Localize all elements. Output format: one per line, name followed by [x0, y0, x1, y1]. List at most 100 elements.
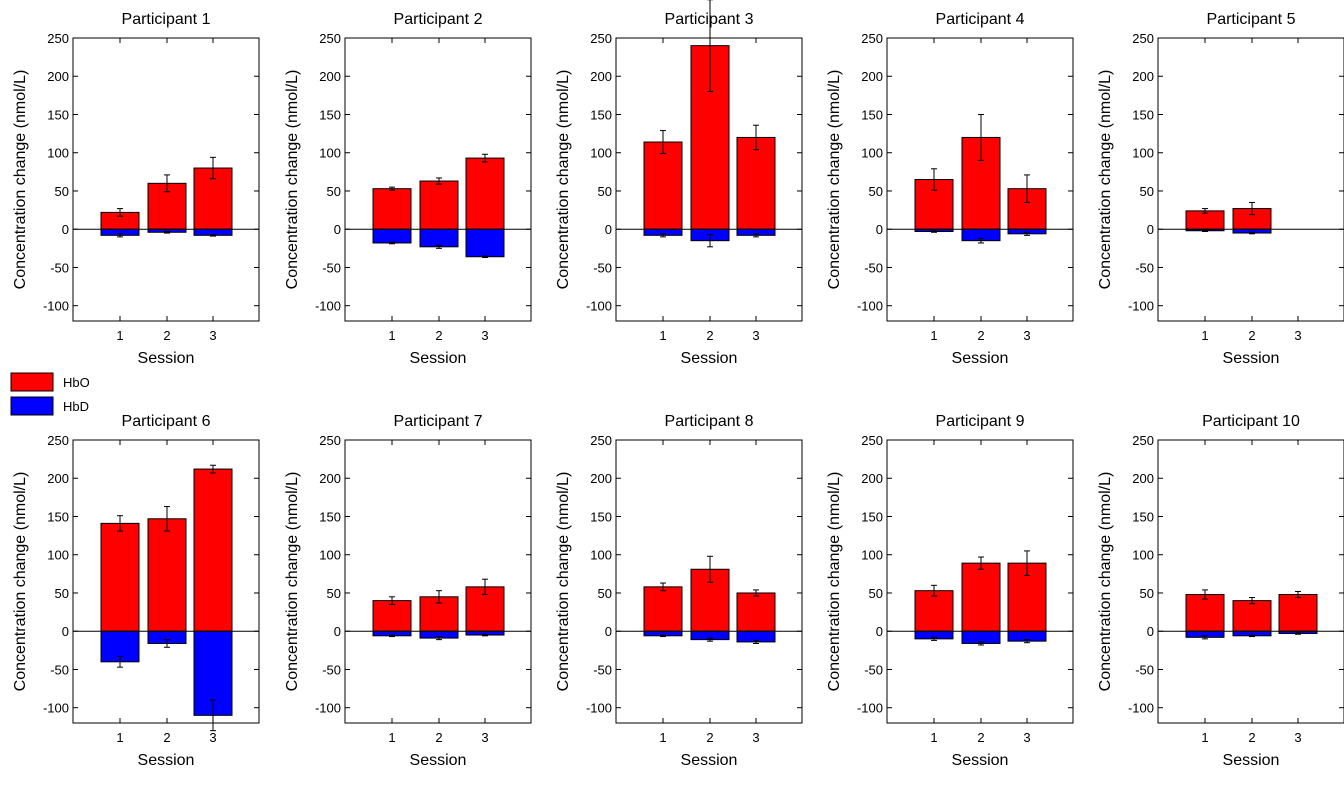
y-tick-label: 250 [861, 31, 883, 46]
x-tick-label: 3 [1294, 730, 1301, 745]
y-tick-label: -50 [322, 260, 341, 275]
y-tick-label: 100 [861, 548, 883, 563]
bar-hbo [1278, 594, 1318, 632]
x-tick-label: 3 [1023, 328, 1030, 343]
bar-hbo [914, 590, 954, 632]
y-tick-label: -50 [593, 260, 612, 275]
y-tick-label: 250 [319, 31, 341, 46]
y-tick-label: 250 [47, 31, 69, 46]
x-tick-label: 1 [388, 730, 395, 745]
x-tick-label: 3 [752, 730, 759, 745]
x-axis-label: Session [681, 752, 738, 769]
panel-participant-7: Participant 7 -100 -50 0 50 100 150 200 250 Conce… [284, 413, 532, 769]
y-tick-label: 0 [62, 222, 69, 237]
bar-hbo [736, 592, 776, 632]
bar-hbo [961, 562, 1001, 632]
y-tick-label: 50 [1140, 184, 1154, 199]
panel-title: Participant 1 [122, 11, 211, 28]
bar-hbo [643, 141, 683, 230]
x-tick-label: 1 [1201, 328, 1208, 343]
y-tick-label: 250 [1132, 31, 1154, 46]
panel-title: Participant 3 [665, 11, 754, 28]
bar-hbo [372, 188, 412, 230]
panel-participant-4: Participant 4 -100 -50 0 50 100 150 200 250 Conce… [826, 11, 1074, 367]
bar-hbo [1232, 600, 1272, 632]
x-tick-label: 2 [1248, 730, 1255, 745]
y-axis-label: Concentration change (nmol/L) [555, 472, 572, 692]
panel-participant-5: Participant 5 -100 -50 0 50 100 150 200 250 Conce… [1097, 11, 1344, 367]
y-tick-label: -100 [586, 701, 612, 716]
y-tick-label: -50 [1135, 662, 1154, 677]
x-tick-label: 3 [1023, 730, 1030, 745]
x-tick-label: 3 [1294, 328, 1301, 343]
y-tick-label: 50 [55, 184, 69, 199]
y-tick-label: 50 [598, 586, 612, 601]
panel-title: Participant 8 [665, 413, 754, 430]
x-tick-label: 2 [977, 328, 984, 343]
panel-participant-1: Participant 1 -100 -50 0 50 100 150 200 250 Conce… [12, 11, 260, 367]
y-tick-label: 200 [319, 471, 341, 486]
bar-hbo [736, 136, 776, 230]
y-tick-label: 150 [319, 509, 341, 524]
x-tick-label: 2 [163, 730, 170, 745]
x-axis-label: Session [138, 350, 195, 367]
x-axis-label: Session [681, 350, 738, 367]
y-tick-label: 150 [47, 509, 69, 524]
x-axis-label: Session [138, 752, 195, 769]
y-tick-label: 0 [1147, 624, 1154, 639]
panel-title: Participant 10 [1202, 413, 1300, 430]
y-axis-label: Concentration change (nmol/L) [1097, 472, 1114, 692]
y-tick-label: 250 [861, 433, 883, 448]
panel-title: Participant 5 [1207, 11, 1296, 28]
x-tick-label: 1 [1201, 730, 1208, 745]
y-tick-label: 200 [861, 69, 883, 84]
panel-title: Participant 7 [394, 413, 483, 430]
y-tick-label: 150 [590, 107, 612, 122]
y-tick-label: 150 [590, 509, 612, 524]
legend-hbd-swatch [10, 396, 54, 416]
y-tick-label: -100 [1128, 299, 1154, 314]
y-tick-label: 100 [47, 146, 69, 161]
x-tick-label: 2 [435, 328, 442, 343]
x-axis-label: Session [1223, 350, 1280, 367]
y-tick-label: 0 [334, 222, 341, 237]
x-tick-label: 3 [752, 328, 759, 343]
x-tick-label: 3 [209, 730, 216, 745]
y-axis-label: Concentration change (nmol/L) [12, 70, 29, 290]
y-tick-label: 50 [598, 184, 612, 199]
x-tick-label: 2 [163, 328, 170, 343]
x-axis-label: Session [1223, 752, 1280, 769]
x-tick-label: 2 [977, 730, 984, 745]
y-tick-label: 0 [605, 222, 612, 237]
y-axis-label: Concentration change (nmol/L) [555, 70, 572, 290]
y-tick-label: -100 [315, 299, 341, 314]
x-tick-label: 1 [116, 328, 123, 343]
y-tick-label: 100 [319, 146, 341, 161]
plot-area [1157, 37, 1344, 322]
x-tick-label: 2 [1248, 328, 1255, 343]
y-axis-label: Concentration change (nmol/L) [826, 70, 843, 290]
bar-hbo [1007, 188, 1047, 230]
y-tick-label: 150 [319, 107, 341, 122]
y-tick-label: 0 [605, 624, 612, 639]
bar-hbo [193, 468, 233, 632]
y-tick-label: 150 [1132, 107, 1154, 122]
y-tick-label: 250 [47, 433, 69, 448]
y-tick-label: 150 [1132, 509, 1154, 524]
panel-participant-9: Participant 9 -100 -50 0 50 100 150 200 250 Conce… [826, 413, 1074, 769]
y-tick-label: 100 [861, 146, 883, 161]
legend-hbo-swatch [10, 372, 54, 392]
y-axis-label: Concentration change (nmol/L) [12, 472, 29, 692]
legend-hbo-label: HbO [63, 375, 90, 390]
x-tick-label: 1 [116, 730, 123, 745]
y-tick-label: 50 [1140, 586, 1154, 601]
x-tick-label: 1 [930, 730, 937, 745]
y-tick-label: -50 [864, 662, 883, 677]
x-tick-label: 1 [388, 328, 395, 343]
y-tick-label: 200 [861, 471, 883, 486]
y-tick-label: 0 [1147, 222, 1154, 237]
y-axis-label: Concentration change (nmol/L) [284, 70, 301, 290]
panel-participant-2: Participant 2 -100 -50 0 50 100 150 200 250 Conce… [284, 11, 532, 367]
y-tick-label: -50 [322, 662, 341, 677]
